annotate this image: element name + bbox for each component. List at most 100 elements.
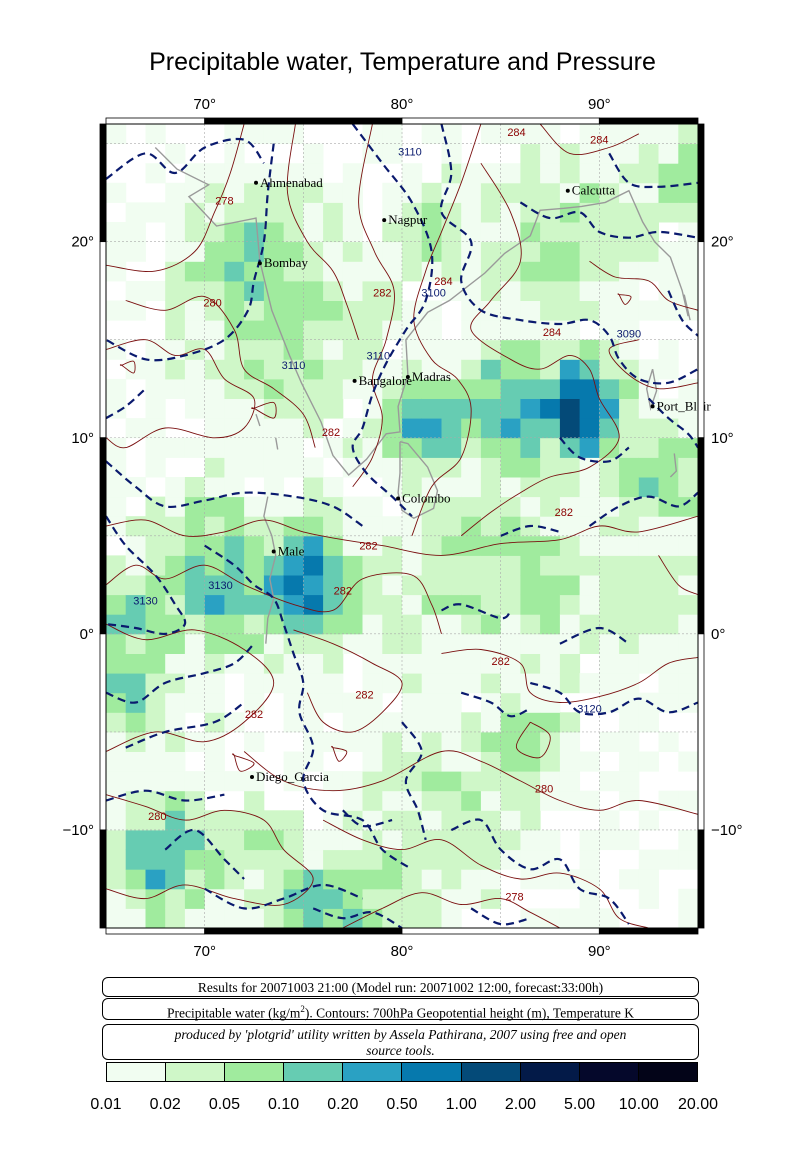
description-prefix: Precipitable water (kg/m	[166, 1005, 301, 1021]
coastlines	[154, 147, 691, 644]
contour-label-9: 278	[215, 195, 233, 207]
city-madras[interactable]: Madras	[405, 369, 451, 384]
contour-label-7: 3130	[133, 595, 157, 607]
contour-label-10: 280	[203, 297, 221, 309]
contour-label-15: 284	[507, 127, 525, 139]
contour-label-25: 278	[505, 892, 523, 904]
legend-label-2: 0.02	[149, 1096, 181, 1113]
credit-line-2: source tools.	[366, 1043, 435, 1058]
credit-line-1: produced by 'plotgrid' utility written b…	[174, 1027, 627, 1042]
lat-tick-right: 10°	[711, 430, 734, 447]
legend-swatch-5	[343, 1063, 403, 1081]
description-sup: 2	[300, 1004, 305, 1014]
city-dot	[254, 180, 258, 185]
contour-label-13: 284	[543, 327, 561, 339]
city-bangalore[interactable]: Bangalore	[352, 373, 413, 388]
contour-label-24: 280	[148, 811, 166, 823]
legend-swatch-3	[225, 1063, 285, 1081]
city-dot	[352, 378, 357, 383]
lat-tick-left: 20°	[71, 234, 94, 251]
legend-label-7: 1.00	[445, 1096, 477, 1113]
lat-tick-right: −10°	[711, 822, 742, 839]
credit-info-box: produced by 'plotgrid' utility written b…	[102, 1024, 699, 1060]
lat-tick-right: 0°	[711, 626, 725, 643]
city-dot	[565, 188, 570, 193]
city-calcutta[interactable]: Calcutta	[565, 183, 616, 198]
contour-label-18: 282	[555, 507, 573, 519]
contour-label-22: 282	[245, 709, 263, 721]
map-canvas[interactable]: 3110 3110 3110 3100 3090 3130 3130 3120 278 280 28…	[0, 0, 805, 975]
city-label: Nagpur	[388, 212, 428, 227]
legend-swatch-8	[520, 1063, 580, 1081]
lat-tick-right: 20°	[711, 234, 734, 251]
contour-label-5: 3090	[617, 329, 641, 341]
legend-swatch-10	[638, 1063, 697, 1081]
city-bombay[interactable]: Bombay	[257, 255, 309, 270]
legend-swatch-7	[461, 1063, 521, 1081]
city-nagpur[interactable]: Nagpur	[382, 212, 428, 227]
contour-label-17: 282	[359, 541, 377, 553]
city-dot	[396, 496, 401, 501]
legend-labels: 0.01 0.02 0.05 0.10 0.20 0.50 1.00 2.00 5.00 10.0…	[0, 1096, 805, 1116]
lon-tick-top: 90°	[588, 96, 611, 113]
legend-label-9: 5.00	[564, 1096, 596, 1113]
contour-label-1: 3110	[398, 146, 422, 158]
lat-tick-left: 0°	[80, 626, 94, 643]
legend-label-4: 0.10	[268, 1096, 300, 1113]
lon-tick-top: 70°	[193, 96, 216, 113]
city-label: Ahmenabad	[260, 175, 323, 190]
city-dot	[382, 218, 387, 223]
city-colombo[interactable]: Colombo	[396, 491, 451, 506]
results-text: Results for 20071003 21:00 (Model run: 2…	[197, 980, 604, 995]
city-label: Colombo	[402, 491, 450, 506]
legend-swatch-1	[107, 1063, 167, 1081]
lat-tick-left: −10°	[63, 822, 94, 839]
legend-label-5: 0.20	[327, 1096, 359, 1113]
geopotential-height-contours	[106, 124, 698, 928]
lon-tick-top: 80°	[391, 96, 414, 113]
contour-label-6: 3130	[208, 580, 232, 592]
city-dot	[650, 404, 655, 409]
map-title: Precipitable water, Temperature and Pres…	[149, 48, 656, 76]
contour-label-4: 3100	[421, 288, 445, 300]
lon-tick-bottom: 80°	[391, 943, 414, 960]
city-label: Male	[278, 544, 305, 559]
contour-label-14: 284	[590, 135, 608, 147]
city-diego-garcia[interactable]: Diego_Garcia	[250, 769, 329, 784]
legend-label-8: 2.00	[504, 1096, 536, 1113]
contour-label-8: 3120	[577, 703, 601, 715]
contour-label-11: 282	[373, 288, 391, 300]
contour-label-16: 282	[322, 427, 340, 439]
city-label: Madras	[412, 369, 451, 384]
axis-tick-labels: 70° 70° 80° 80° 90° 90° 20° 20° 10° 10° 0° 0° −10° −1…	[63, 96, 743, 960]
city-dot	[271, 549, 276, 554]
color-legend	[106, 1062, 698, 1082]
legend-swatch-4	[284, 1063, 344, 1081]
contour-labels: 3110 3110 3110 3100 3090 3130 3130 3120 278 280 28…	[133, 127, 641, 904]
results-info-box: Results for 20071003 21:00 (Model run: 2…	[102, 977, 699, 997]
legend-label-6: 0.50	[386, 1096, 418, 1113]
contour-label-20: 282	[492, 656, 510, 668]
legend-swatch-9	[579, 1063, 639, 1081]
contour-label-19: 282	[334, 586, 352, 598]
contour-label-23: 280	[535, 784, 553, 796]
contour-label-12: 284	[434, 276, 452, 288]
map-frame	[99, 117, 705, 935]
city-dot	[257, 261, 262, 266]
legend-label-10: 10.00	[618, 1096, 659, 1113]
description-suffix: ). Contours: 700hPa Geopotential height …	[304, 1005, 635, 1021]
description-info-box: Precipitable water (kg/m2). Contours: 70…	[102, 998, 699, 1021]
legend-label-3: 0.05	[208, 1096, 240, 1113]
temperature-contours	[106, 124, 698, 928]
city-dot	[250, 775, 254, 779]
city-male[interactable]: Male	[271, 544, 305, 559]
legend-swatch-2	[166, 1063, 226, 1081]
lon-tick-bottom: 70°	[193, 943, 216, 960]
city-ahmenabad[interactable]: Ahmenabad	[254, 175, 323, 190]
contour-label-21: 282	[355, 690, 373, 702]
precipitable-water-field	[106, 124, 698, 928]
city-label: Diego_Garcia	[256, 769, 329, 784]
city-label: Bombay	[264, 255, 309, 270]
legend-label-11: 20.00	[677, 1096, 719, 1113]
lat-tick-left: 10°	[71, 430, 94, 447]
